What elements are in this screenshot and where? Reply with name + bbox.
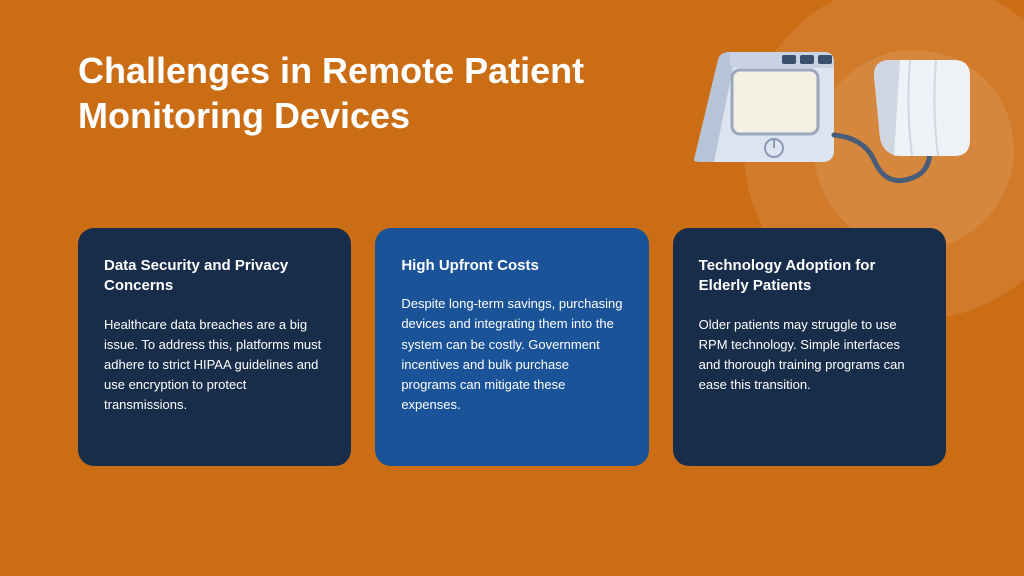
card-heading: Technology Adoption for Elderly Patients <box>699 256 920 297</box>
card-heading: High Upfront Costs <box>401 256 622 276</box>
page-title: Challenges in Remote Patient Monitoring … <box>78 48 638 138</box>
card-body: Older patients may struggle to use RPM t… <box>699 315 920 396</box>
cards-row: Data Security and Privacy Concerns Healt… <box>78 228 946 466</box>
card-data-security: Data Security and Privacy Concerns Healt… <box>78 228 351 466</box>
card-body: Healthcare data breaches are a big issue… <box>104 315 325 416</box>
card-upfront-costs: High Upfront Costs Despite long-term sav… <box>375 228 648 466</box>
card-tech-adoption: Technology Adoption for Elderly Patients… <box>673 228 946 466</box>
card-heading: Data Security and Privacy Concerns <box>104 256 325 297</box>
card-body: Despite long-term savings, purchasing de… <box>401 294 622 415</box>
bp-monitor-icon <box>674 30 974 210</box>
